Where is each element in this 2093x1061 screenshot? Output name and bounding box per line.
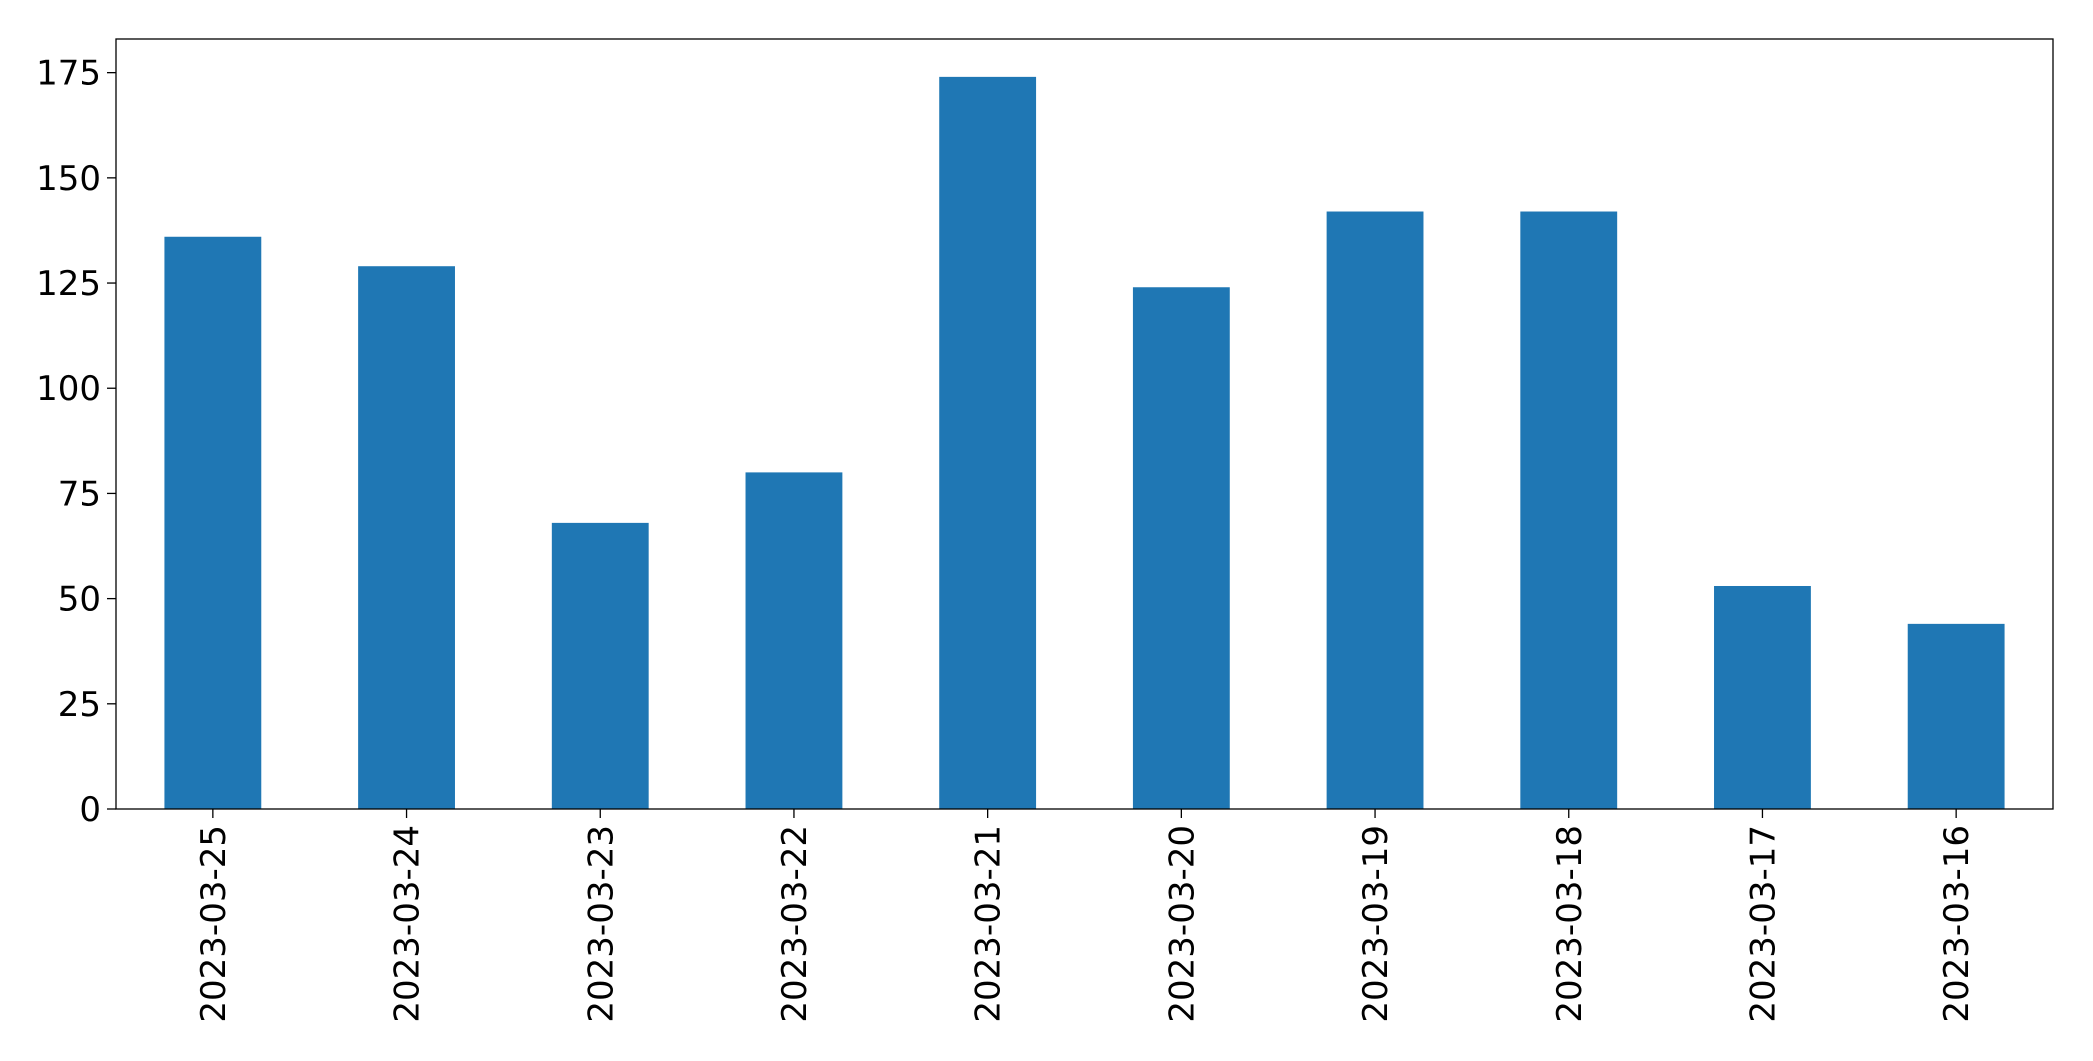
y-tick-label: 175	[36, 54, 101, 94]
y-tick-label: 50	[58, 580, 101, 620]
x-tick-label: 2023-03-21	[969, 825, 1009, 1023]
x-tick-label: 2023-03-22	[775, 825, 815, 1023]
y-tick-label: 125	[36, 264, 101, 304]
y-tick-label: 75	[58, 474, 101, 514]
bar	[1907, 623, 2005, 809]
x-tick-label: 2023-03-19	[1356, 825, 1396, 1023]
bar	[1520, 211, 1618, 809]
bar	[164, 236, 262, 809]
bar	[745, 472, 843, 809]
bar	[358, 266, 455, 809]
x-tick-label: 2023-03-25	[194, 825, 234, 1023]
bar	[1132, 287, 1230, 810]
bar	[1326, 211, 1424, 809]
y-tick-label: 100	[36, 369, 101, 409]
plot-frame	[115, 38, 2054, 810]
y-tick-label: 0	[79, 790, 101, 830]
x-tick-label: 2023-03-20	[1162, 825, 1202, 1023]
bar	[1714, 585, 1811, 809]
x-tick-label: 2023-03-17	[1743, 825, 1783, 1023]
x-tick-label: 2023-03-23	[581, 825, 621, 1023]
y-tick-label: 25	[58, 685, 101, 725]
bar	[939, 76, 1037, 810]
bar	[551, 522, 649, 809]
x-tick-label: 2023-03-16	[1937, 825, 1977, 1023]
y-tick-label: 150	[36, 159, 101, 199]
x-tick-label: 2023-03-18	[1550, 825, 1590, 1023]
x-tick-label: 2023-03-24	[388, 825, 428, 1023]
